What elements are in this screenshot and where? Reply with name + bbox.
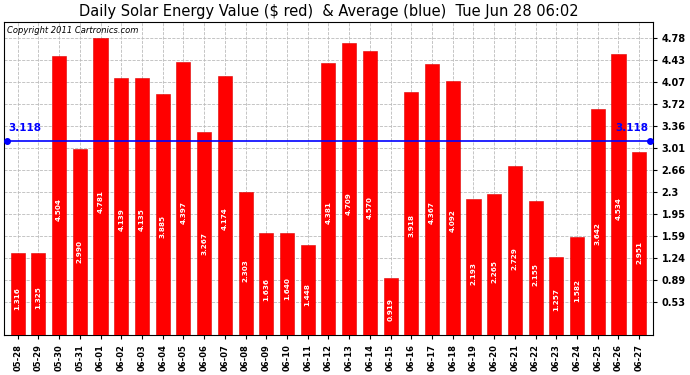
Bar: [466, 199, 480, 335]
Text: 1.636: 1.636: [264, 278, 269, 301]
Text: 4.135: 4.135: [139, 208, 145, 231]
Bar: [446, 81, 460, 335]
Text: 4.534: 4.534: [615, 197, 622, 220]
Bar: [632, 152, 647, 335]
Text: 2.155: 2.155: [533, 263, 539, 286]
Text: 1.448: 1.448: [305, 283, 310, 306]
Text: 3.118: 3.118: [8, 123, 41, 134]
Bar: [93, 38, 108, 335]
Text: 1.316: 1.316: [14, 286, 21, 309]
Bar: [72, 149, 87, 335]
Text: 2.729: 2.729: [512, 247, 518, 270]
Bar: [177, 62, 190, 335]
Text: 2.990: 2.990: [77, 240, 83, 263]
Bar: [363, 51, 377, 335]
Bar: [135, 78, 149, 335]
Bar: [549, 257, 563, 335]
Bar: [156, 94, 170, 335]
Bar: [508, 166, 522, 335]
Text: 1.582: 1.582: [574, 279, 580, 302]
Text: 4.174: 4.174: [221, 207, 228, 230]
Bar: [529, 201, 542, 335]
Text: 4.504: 4.504: [56, 198, 62, 220]
Bar: [10, 253, 25, 335]
Text: 4.709: 4.709: [346, 192, 352, 215]
Text: 4.781: 4.781: [97, 190, 104, 213]
Text: 4.092: 4.092: [450, 209, 455, 232]
Bar: [52, 56, 66, 335]
Text: 4.570: 4.570: [367, 196, 373, 219]
Bar: [487, 194, 501, 335]
Text: 1.325: 1.325: [35, 286, 41, 309]
Bar: [301, 245, 315, 335]
Text: 1.257: 1.257: [553, 288, 560, 311]
Bar: [259, 233, 273, 335]
Text: 2.193: 2.193: [471, 262, 477, 285]
Bar: [322, 63, 335, 335]
Text: 4.381: 4.381: [326, 201, 331, 224]
Text: 4.139: 4.139: [118, 208, 124, 231]
Text: 3.885: 3.885: [159, 215, 166, 238]
Text: 1.640: 1.640: [284, 278, 290, 300]
Text: 0.919: 0.919: [388, 298, 393, 321]
Text: 3.118: 3.118: [615, 123, 649, 134]
Bar: [384, 278, 397, 335]
Bar: [218, 76, 232, 335]
Bar: [31, 253, 46, 335]
Bar: [425, 64, 439, 335]
Text: 3.918: 3.918: [408, 214, 414, 237]
Bar: [570, 237, 584, 335]
Text: 3.267: 3.267: [201, 232, 207, 255]
Bar: [404, 92, 418, 335]
Text: 3.642: 3.642: [595, 222, 601, 245]
Text: 4.397: 4.397: [180, 201, 186, 223]
Text: 2.265: 2.265: [491, 260, 497, 283]
Text: Copyright 2011 Cartronics.com: Copyright 2011 Cartronics.com: [8, 26, 139, 35]
Title: Daily Solar Energy Value ($ red)  & Average (blue)  Tue Jun 28 06:02: Daily Solar Energy Value ($ red) & Avera…: [79, 4, 578, 19]
Bar: [342, 43, 356, 335]
Text: 4.367: 4.367: [429, 201, 435, 224]
Bar: [591, 109, 605, 335]
Bar: [280, 233, 294, 335]
Bar: [197, 132, 211, 335]
Text: 2.303: 2.303: [243, 259, 248, 282]
Bar: [611, 54, 626, 335]
Bar: [114, 78, 128, 335]
Text: 2.951: 2.951: [636, 241, 642, 264]
Bar: [239, 192, 253, 335]
